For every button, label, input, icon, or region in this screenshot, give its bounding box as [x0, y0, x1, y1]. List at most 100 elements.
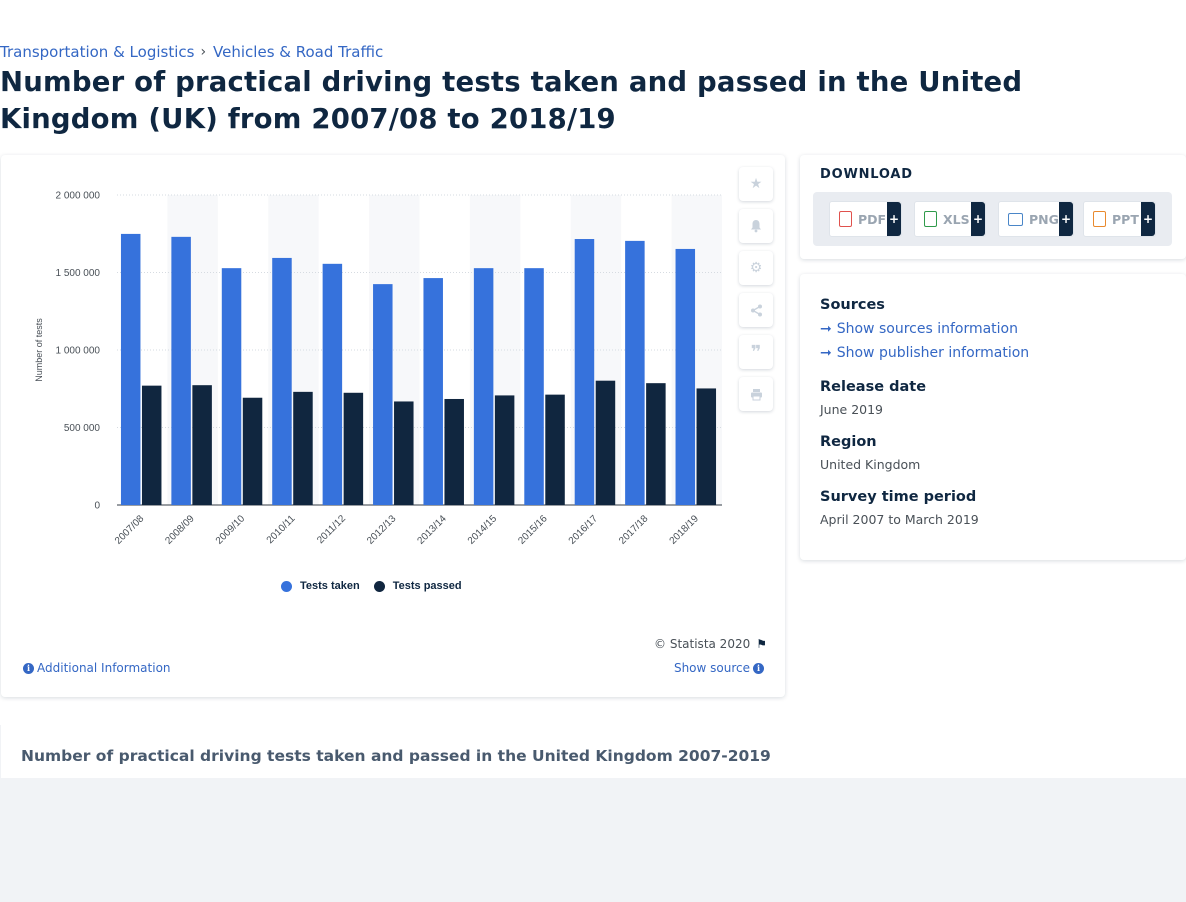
region-value: United Kingdom: [820, 457, 921, 472]
download-ppt-button[interactable]: PPT +: [1083, 201, 1156, 237]
download-png-button[interactable]: PNG +: [998, 201, 1074, 237]
release-date-value: June 2019: [820, 402, 884, 417]
survey-period-value: April 2007 to March 2019: [820, 512, 979, 527]
plus-icon: +: [1141, 202, 1155, 236]
download-card: DOWNLOAD PDF + XLS + PNG + PPT +: [800, 155, 1186, 259]
bar-tests-passed: [545, 394, 565, 505]
show-source-link[interactable]: Show source i: [674, 661, 767, 675]
additional-info-link[interactable]: i Additional Information: [20, 661, 171, 675]
x-tick-label: 2018/19: [668, 513, 702, 547]
bar-tests-passed: [343, 392, 364, 505]
x-tick-label: 2013/14: [415, 513, 449, 547]
download-pdf-button[interactable]: PDF +: [829, 201, 902, 237]
legend-item-tests-taken[interactable]: Tests taken: [281, 580, 360, 592]
page-title: Number of practical driving tests taken …: [0, 66, 1023, 135]
bar-tests-passed: [293, 391, 313, 505]
breadcrumb-item-vehicles[interactable]: Vehicles & Road Traffic: [213, 43, 384, 61]
bar-tests-taken: [574, 239, 595, 505]
share-button[interactable]: [739, 293, 773, 327]
bar-tests-taken: [473, 268, 494, 505]
x-tick-label: 2016/17: [567, 513, 601, 547]
bar-tests-taken: [272, 257, 292, 505]
bar-tests-passed: [494, 395, 515, 505]
show-sources-link[interactable]: ➞ Show sources information: [820, 321, 1018, 337]
chart-card: 0 500 000 1 000 000 1 500 000 2 000 000 Numbe…: [1, 155, 785, 697]
star-icon: ★: [749, 176, 763, 192]
legend-label-tests-passed: Tests passed: [392, 580, 462, 592]
x-tick-label: 2011/12: [315, 513, 348, 546]
bar-tests-passed: [192, 385, 212, 505]
legend-swatch-tests-passed: [373, 580, 385, 592]
bar-tests-passed: [242, 397, 263, 505]
pdf-file-icon: [839, 211, 852, 227]
copyright-text: © Statista 2020: [654, 637, 751, 651]
legend-label-tests-taken: Tests taken: [300, 580, 360, 592]
bar-tests-taken: [524, 268, 544, 505]
breadcrumb: Transportation & Logistics › Vehicles & …: [0, 43, 383, 61]
x-tick-label: 2014/15: [466, 513, 500, 547]
x-tick-label: 2012/13: [365, 513, 399, 547]
bar-tests-taken: [171, 236, 191, 505]
bar-tests-passed: [141, 385, 162, 505]
related-statistic-card[interactable]: Number of practical driving tests taken …: [1, 725, 1186, 778]
x-tick-label: 2008/09: [163, 513, 197, 547]
xls-file-icon: [924, 211, 937, 227]
download-ppt-label: PPT: [1112, 211, 1139, 227]
png-file-icon: [1008, 212, 1023, 226]
bar-tests-taken: [221, 268, 242, 505]
legend-swatch-tests-taken: [281, 580, 292, 592]
flag-icon: ⚑: [756, 637, 767, 651]
breadcrumb-separator: ›: [200, 44, 207, 60]
ppt-file-icon: [1093, 211, 1106, 227]
print-icon: [750, 388, 762, 400]
y-tick-label: 0: [94, 501, 100, 512]
bell-icon: [751, 220, 761, 233]
plus-icon: +: [887, 202, 901, 236]
show-sources-label: Show sources information: [836, 321, 1018, 337]
x-tick-label: 2017/18: [617, 513, 651, 547]
download-xls-button[interactable]: XLS +: [914, 201, 986, 237]
bar-tests-taken: [675, 248, 696, 505]
bar-tests-taken: [373, 284, 393, 505]
x-tick-label: 2010/11: [265, 513, 298, 546]
region-label: Region: [820, 434, 877, 450]
arrow-right-icon: ➞: [820, 345, 832, 361]
bar-tests-taken: [120, 233, 141, 505]
y-tick-label: 1 500 000: [56, 268, 101, 279]
y-tick-label: 1 000 000: [56, 346, 101, 357]
show-source-label: Show source: [673, 661, 750, 675]
plus-icon: +: [1059, 202, 1073, 236]
meta-card: Sources ➞ Show sources information ➞ Sho…: [800, 274, 1186, 560]
survey-period-label: Survey time period: [820, 489, 977, 505]
favorite-button[interactable]: ★: [739, 167, 773, 201]
cite-button[interactable]: ❞: [739, 335, 773, 369]
breadcrumb-item-transportation[interactable]: Transportation & Logistics: [0, 43, 195, 61]
notification-button[interactable]: [739, 209, 773, 243]
bar-tests-passed: [696, 388, 717, 505]
additional-info-label: Additional Information: [37, 661, 171, 675]
print-button[interactable]: [739, 377, 773, 411]
show-publisher-label: Show publisher information: [836, 345, 1030, 361]
show-publisher-link[interactable]: ➞ Show publisher information: [820, 345, 1029, 361]
download-xls-label: XLS: [943, 211, 970, 227]
release-date-label: Release date: [820, 379, 927, 395]
x-tick-label: 2007/08: [113, 513, 147, 547]
arrow-right-icon: ➞: [820, 321, 832, 337]
settings-button[interactable]: ⚙: [739, 251, 773, 285]
quote-icon: ❞: [750, 341, 762, 363]
info-icon: i: [23, 662, 34, 674]
download-title: DOWNLOAD: [820, 167, 913, 182]
y-tick-label: 500 000: [64, 423, 101, 434]
bar-tests-passed: [444, 398, 464, 505]
copyright[interactable]: © Statista 2020 ⚑: [654, 637, 767, 651]
info-icon: i: [753, 662, 764, 674]
bar-tests-taken: [625, 240, 645, 505]
bar-tests-passed: [595, 380, 616, 505]
sources-label: Sources: [820, 297, 885, 313]
download-png-label: PNG: [1029, 211, 1059, 227]
y-axis-title: Number of tests: [34, 318, 44, 382]
bar-tests-passed: [646, 383, 666, 505]
download-pdf-label: PDF: [858, 211, 887, 227]
legend-item-tests-passed[interactable]: Tests passed: [373, 580, 462, 592]
gear-icon: ⚙: [749, 260, 763, 276]
